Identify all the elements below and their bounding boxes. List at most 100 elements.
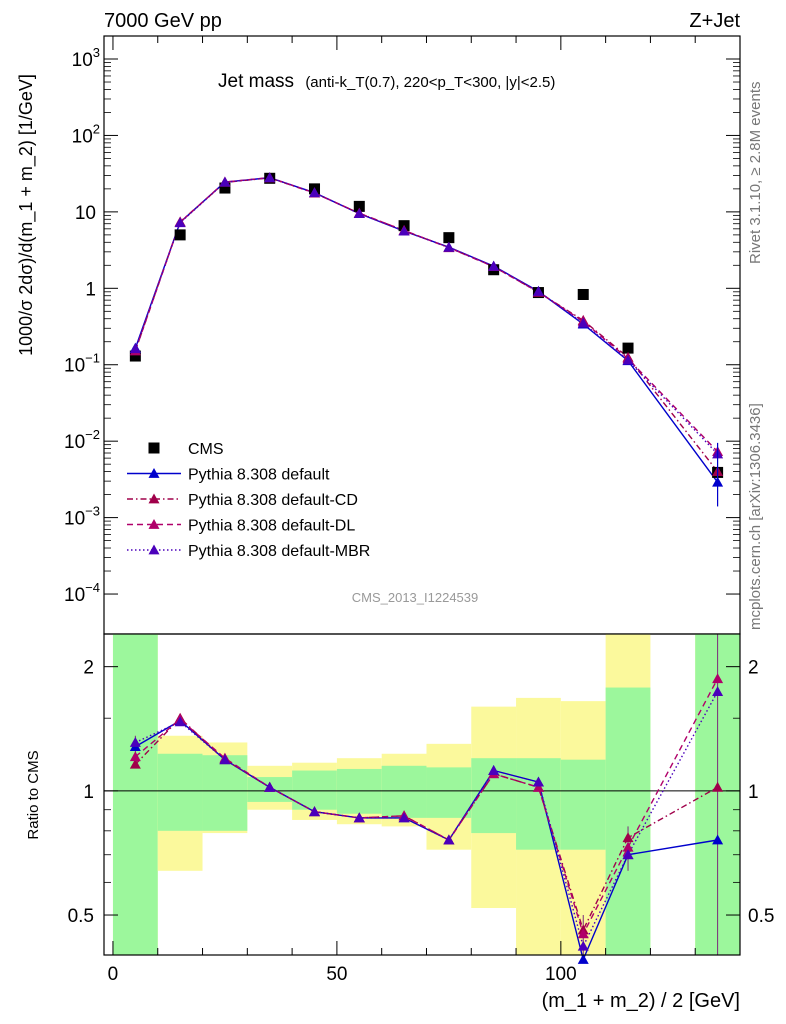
main-ytick-label: 10−3 bbox=[64, 504, 100, 530]
ratio-series-layer bbox=[129, 634, 724, 964]
ratio-point-3 bbox=[532, 781, 544, 792]
ratio-point-4 bbox=[353, 812, 365, 823]
band-inner bbox=[336, 768, 382, 814]
ratio-point-3 bbox=[622, 841, 634, 852]
ratio-point-4 bbox=[712, 686, 724, 697]
ratio-point-2 bbox=[622, 832, 634, 843]
cms-point bbox=[129, 350, 141, 362]
mc-point-4 bbox=[174, 217, 186, 228]
ratio-ytick-label-right: 0.5 bbox=[748, 906, 774, 927]
band-inner bbox=[112, 634, 158, 955]
mc-point-4 bbox=[622, 354, 634, 365]
chart-title-main: Jet mass bbox=[218, 71, 294, 92]
ratio-ylabel: Ratio to CMS bbox=[25, 750, 42, 839]
main-ytick-label: 10−4 bbox=[64, 580, 100, 606]
ratio-point-2 bbox=[129, 758, 141, 769]
mc-point-4 bbox=[353, 208, 365, 218]
cms-point bbox=[577, 288, 589, 300]
main-line-1 bbox=[134, 176, 719, 483]
band-inner bbox=[605, 687, 651, 955]
legend-marker bbox=[148, 519, 160, 529]
band-inner bbox=[426, 767, 472, 818]
ratio-point-1 bbox=[577, 954, 589, 964]
mc-point-4 bbox=[309, 187, 321, 198]
cms-point bbox=[353, 200, 365, 212]
main-axes: 10−4 10−3 10−2 10−1 1 10 102 103 bbox=[64, 35, 741, 635]
main-ytick-label: 10−1 bbox=[64, 351, 100, 377]
mc-point-4 bbox=[398, 225, 410, 236]
ratio-point-1 bbox=[712, 834, 724, 845]
ratio-point-3 bbox=[577, 928, 589, 939]
cms-point bbox=[622, 342, 634, 354]
cms-point bbox=[443, 232, 455, 244]
band-inner bbox=[157, 753, 203, 831]
mc-point-4 bbox=[488, 260, 500, 271]
ratio-ytick-label-left: 1 bbox=[83, 782, 94, 803]
band-inner bbox=[560, 759, 606, 850]
ratio-point-4 bbox=[577, 940, 589, 951]
ratio-bands bbox=[104, 634, 740, 955]
ratio-point-4 bbox=[219, 754, 231, 765]
legend: CMS Pythia 8.308 default Pythia 8.308 defa… bbox=[127, 441, 370, 560]
legend-label: CMS bbox=[188, 441, 224, 458]
ratio-point-3 bbox=[129, 751, 141, 762]
main-ytick-label: 103 bbox=[72, 45, 100, 71]
ratio-xlabel: (m_1 + m_2) / 2 [GeV] bbox=[542, 990, 740, 1012]
cms-point bbox=[174, 229, 186, 241]
ratio-point-4 bbox=[488, 765, 500, 775]
header-energy: 7000 GeV pp bbox=[104, 10, 222, 32]
ratio-point-3 bbox=[712, 673, 724, 684]
main-ytick-label: 10−2 bbox=[64, 427, 100, 453]
mc-point-4 bbox=[264, 172, 276, 183]
mcplots-label: mcplots.cern.ch [arXiv:1306.3436] bbox=[747, 403, 764, 630]
mc-point-4 bbox=[219, 176, 231, 187]
header-process: Z+Jet bbox=[689, 10, 740, 32]
mc-point-4 bbox=[443, 241, 455, 252]
ratio-point-4 bbox=[622, 849, 634, 860]
legend-label: Pythia 8.308 default-DL bbox=[188, 518, 355, 535]
ratio-xtick-label: 50 bbox=[326, 964, 347, 985]
legend-marker bbox=[148, 544, 160, 555]
legend-marker bbox=[148, 468, 160, 478]
mc-point-4 bbox=[129, 343, 141, 354]
main-line-3 bbox=[134, 176, 719, 453]
main-line-2 bbox=[134, 177, 719, 473]
main-line-4 bbox=[134, 176, 719, 455]
ratio-xtick-label: 0 bbox=[108, 964, 119, 985]
legend-label: Pythia 8.308 default-CD bbox=[188, 492, 358, 509]
main-ytick-label: 10 bbox=[75, 203, 96, 224]
ratio-ytick-label-left: 0.5 bbox=[68, 906, 94, 927]
chart-title-detail: (anti-k_T(0.7), 220<p_T<300, |y|<2.5) bbox=[305, 74, 555, 91]
watermark: CMS_2013_I1224539 bbox=[352, 590, 479, 605]
legend-label: Pythia 8.308 default bbox=[188, 467, 330, 484]
band-inner bbox=[202, 755, 248, 831]
ratio-point-4 bbox=[532, 776, 544, 787]
main-ylabel: 1000/σ 2dσ)/d(m_1 + m_2) [1/GeV] bbox=[16, 74, 37, 356]
ratio-point-2 bbox=[712, 781, 724, 792]
main-ytick-label: 1 bbox=[85, 279, 96, 300]
ratio-frame bbox=[103, 633, 741, 956]
ratio-point-4 bbox=[309, 806, 321, 817]
main-series-layer bbox=[129, 172, 724, 507]
ratio-ytick-label-right: 2 bbox=[748, 658, 759, 679]
legend-marker-cms bbox=[148, 442, 160, 454]
ratio-point-4 bbox=[398, 812, 410, 823]
legend-marker bbox=[148, 493, 160, 504]
chart-title: Jet mass (anti-k_T(0.7), 220<p_T<300, |y… bbox=[218, 71, 555, 92]
mc-point-4 bbox=[577, 317, 589, 328]
ratio-xtick-label: 100 bbox=[545, 964, 577, 985]
rivet-label: Rivet 3.1.10, ≥ 2.8M events bbox=[747, 82, 764, 265]
mc-point-4 bbox=[532, 285, 544, 296]
ratio-point-4 bbox=[264, 781, 276, 792]
ratio-ytick-label-left: 2 bbox=[83, 658, 94, 679]
ratio-point-4 bbox=[443, 834, 455, 845]
ratio-point-4 bbox=[129, 736, 141, 747]
ratio-point-4 bbox=[174, 716, 186, 727]
ratio-ytick-label-right: 1 bbox=[748, 782, 759, 803]
ratio-axes: 0.5 0.5 1 1 2 2 0 50 100 bbox=[68, 633, 774, 985]
legend-label: Pythia 8.308 default-MBR bbox=[188, 543, 370, 560]
cms-point bbox=[219, 182, 231, 194]
band-inner bbox=[516, 758, 561, 850]
band-inner bbox=[381, 765, 427, 818]
